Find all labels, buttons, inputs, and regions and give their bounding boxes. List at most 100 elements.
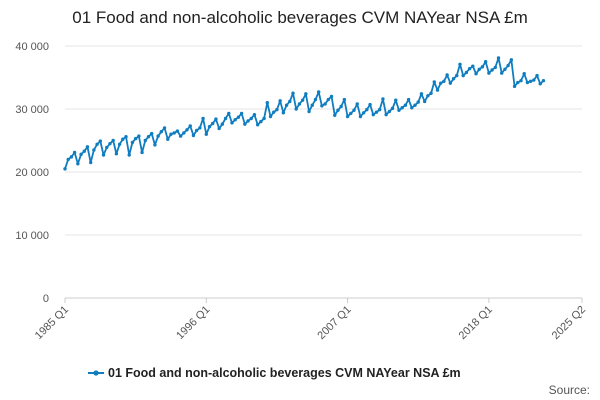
data-point[interactable]: [394, 98, 398, 102]
data-point[interactable]: [98, 139, 103, 143]
data-point[interactable]: [435, 88, 440, 92]
data-point[interactable]: [400, 106, 404, 110]
data-point[interactable]: [512, 84, 517, 89]
data-point[interactable]: [422, 99, 427, 104]
data-point[interactable]: [66, 157, 70, 162]
data-point[interactable]: [211, 121, 215, 126]
data-point[interactable]: [355, 102, 359, 106]
data-point[interactable]: [227, 111, 231, 116]
data-point[interactable]: [313, 97, 318, 102]
data-point[interactable]: [243, 122, 247, 126]
data-point[interactable]: [458, 62, 462, 66]
data-point[interactable]: [496, 56, 501, 60]
data-point[interactable]: [471, 64, 475, 68]
data-point[interactable]: [461, 73, 465, 78]
data-point[interactable]: [387, 109, 392, 114]
data-point[interactable]: [342, 97, 347, 102]
data-point[interactable]: [413, 103, 417, 107]
data-point[interactable]: [310, 103, 314, 107]
data-point[interactable]: [448, 81, 453, 85]
data-point[interactable]: [111, 138, 115, 143]
data-point[interactable]: [429, 91, 433, 95]
data-point[interactable]: [153, 143, 157, 147]
data-point[interactable]: [117, 142, 122, 146]
data-point[interactable]: [339, 104, 343, 109]
data-point[interactable]: [223, 116, 228, 121]
data-point[interactable]: [528, 79, 533, 83]
data-point[interactable]: [541, 78, 546, 83]
data-point[interactable]: [525, 80, 530, 85]
data-point[interactable]: [535, 73, 539, 78]
data-point[interactable]: [445, 73, 449, 77]
data-point[interactable]: [474, 72, 478, 76]
data-point[interactable]: [69, 155, 74, 159]
data-point[interactable]: [95, 142, 99, 146]
data-point[interactable]: [381, 97, 385, 101]
data-point[interactable]: [230, 121, 234, 125]
data-point[interactable]: [198, 126, 202, 130]
data-point[interactable]: [178, 134, 183, 138]
data-point[interactable]: [358, 114, 363, 119]
data-point[interactable]: [464, 70, 469, 75]
data-point[interactable]: [288, 99, 292, 104]
data-point[interactable]: [92, 148, 96, 152]
data-point[interactable]: [397, 108, 401, 112]
data-point[interactable]: [101, 153, 106, 157]
data-point[interactable]: [130, 140, 135, 145]
data-point[interactable]: [403, 103, 408, 107]
data-point[interactable]: [336, 108, 340, 112]
data-point[interactable]: [538, 82, 542, 86]
data-point[interactable]: [265, 101, 269, 105]
data-point[interactable]: [361, 111, 366, 115]
data-point[interactable]: [371, 112, 375, 117]
data-point[interactable]: [378, 107, 382, 112]
data-point[interactable]: [255, 123, 260, 127]
data-point[interactable]: [191, 133, 196, 138]
data-point[interactable]: [432, 80, 436, 84]
data-point[interactable]: [166, 137, 170, 141]
data-point[interactable]: [410, 106, 414, 110]
data-point[interactable]: [188, 124, 192, 128]
data-point[interactable]: [519, 78, 523, 83]
data-point[interactable]: [114, 152, 119, 156]
data-point[interactable]: [150, 131, 154, 136]
data-point[interactable]: [207, 124, 212, 129]
data-point[interactable]: [297, 102, 302, 106]
data-point[interactable]: [320, 104, 324, 108]
legend[interactable]: 01 Food and non-alcoholic beverages CVM …: [88, 366, 461, 380]
data-point[interactable]: [509, 58, 514, 62]
data-point[interactable]: [483, 60, 488, 64]
data-point[interactable]: [345, 114, 350, 119]
data-point[interactable]: [214, 117, 218, 121]
data-point[interactable]: [390, 106, 395, 111]
data-point[interactable]: [439, 81, 443, 85]
data-point[interactable]: [467, 66, 472, 71]
data-point[interactable]: [384, 112, 388, 117]
data-point[interactable]: [503, 67, 507, 72]
data-point[interactable]: [352, 108, 356, 112]
data-point[interactable]: [85, 145, 90, 149]
data-point[interactable]: [162, 126, 167, 130]
data-point[interactable]: [185, 128, 189, 132]
data-point[interactable]: [323, 102, 327, 106]
data-point[interactable]: [201, 116, 205, 121]
data-point[interactable]: [268, 114, 273, 119]
data-point[interactable]: [272, 110, 276, 114]
data-point[interactable]: [182, 131, 186, 135]
data-point[interactable]: [316, 90, 321, 94]
data-point[interactable]: [108, 141, 112, 146]
data-point[interactable]: [307, 109, 311, 114]
data-point[interactable]: [204, 132, 208, 136]
data-point[interactable]: [217, 126, 221, 131]
data-point[interactable]: [406, 97, 411, 102]
data-point[interactable]: [480, 65, 485, 69]
data-point[interactable]: [374, 110, 379, 114]
data-point[interactable]: [426, 94, 430, 98]
data-point[interactable]: [252, 112, 257, 117]
data-point[interactable]: [506, 63, 510, 68]
data-point[interactable]: [105, 145, 109, 150]
data-point[interactable]: [194, 128, 199, 133]
data-point[interactable]: [220, 122, 225, 126]
data-point[interactable]: [451, 77, 456, 81]
data-point[interactable]: [516, 80, 520, 85]
